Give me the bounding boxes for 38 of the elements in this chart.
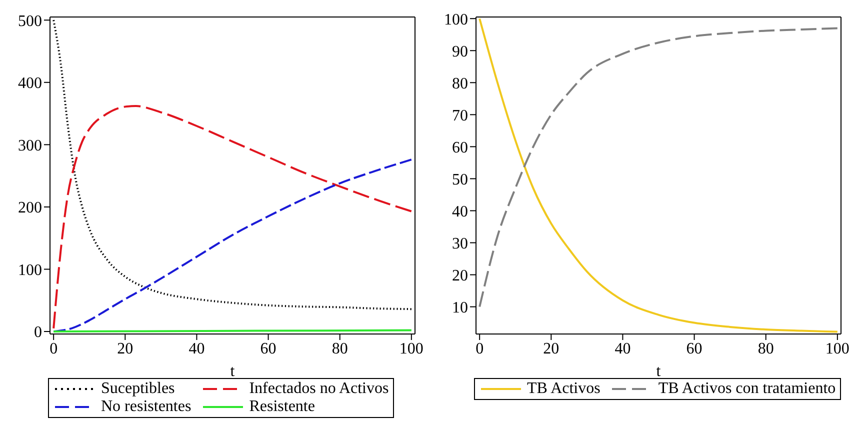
y-tick-label: 100 [18,262,42,279]
x-axis-title: t [230,363,236,380]
y-tick-label: 500 [18,12,42,30]
x-tick-label: 40 [614,340,631,358]
y-tick-label: 50 [452,171,468,188]
x-tick-label: 80 [758,340,774,358]
legend-label: TB Activos [527,380,600,398]
x-tick-label: 0 [476,340,484,358]
x-tick-label: 20 [543,340,560,358]
x-tick-label: 60 [686,340,702,358]
y-tick-label: 200 [18,200,42,217]
y-tick-label: 100 [444,11,468,28]
y-tick-label: 20 [452,267,468,284]
line-series [52,105,412,330]
y-tick-label: 70 [452,107,468,124]
x-tick-label: 60 [260,340,276,358]
x-tick-label: 100 [399,340,424,358]
legend-label: No resistentes [101,398,192,416]
y-tick-label: 80 [452,75,468,92]
legend-label: TB Activos con tratamiento [658,380,836,398]
y-tick-label: 400 [18,75,42,92]
x-tick-label: 0 [50,340,58,358]
line-series [52,19,412,310]
legend-label: Resistente [249,398,315,416]
y-tick-label: 10 [452,299,468,316]
legend-label: Infectados no Activos [249,380,389,398]
legend-label: Suceptibles [101,380,175,398]
y-tick-label: 90 [452,43,468,60]
y-tick-label: 60 [452,139,468,156]
x-tick-label: 100 [825,340,850,358]
x-axis-title: t [656,363,662,380]
y-tick-label: 300 [18,137,42,154]
y-tick-label: 30 [452,235,468,252]
x-tick-label: 40 [188,340,205,358]
y-tick-label: 0 [34,324,42,342]
x-tick-label: 80 [332,340,348,358]
y-tick-label: 40 [452,203,468,220]
x-tick-label: 20 [117,340,134,358]
